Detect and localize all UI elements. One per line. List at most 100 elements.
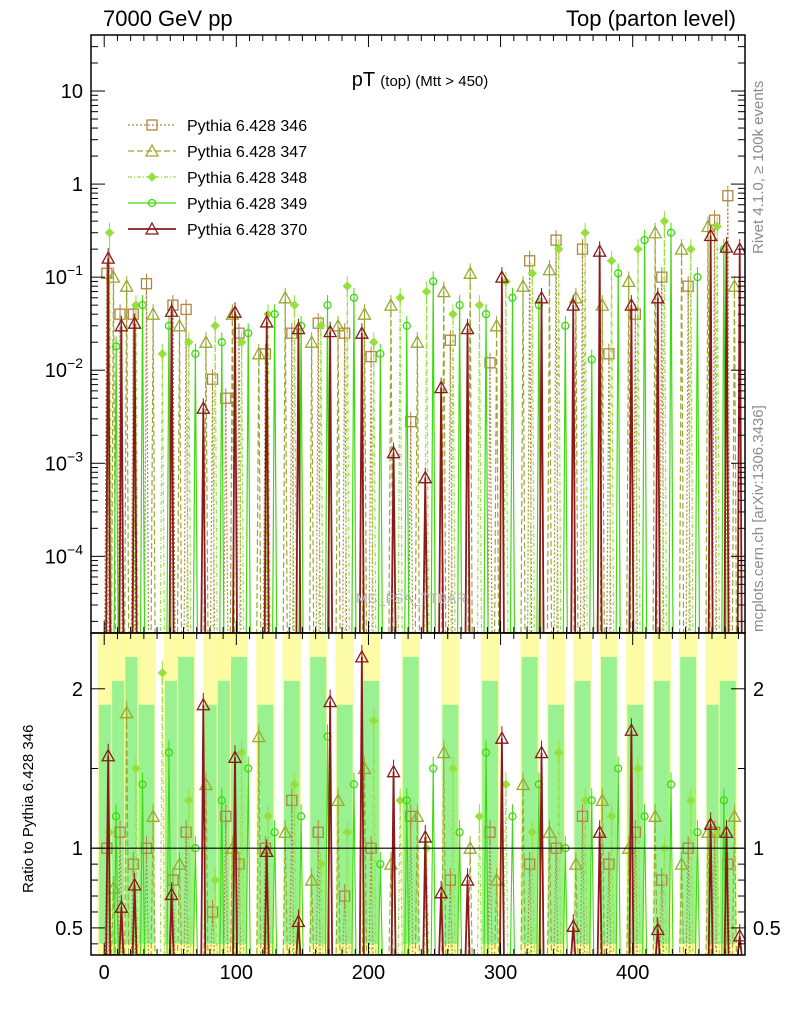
- ratio-point-pythia-6-428-346: [312, 826, 324, 838]
- data-point-pythia-6-428-346: [722, 190, 734, 202]
- ratio-point-pythia-6-428-370: [624, 722, 639, 736]
- ratio-point-pythia-6-428-348: [712, 827, 722, 837]
- data-point-pythia-6-428-348: [316, 321, 326, 331]
- ratio-point-pythia-6-428-349: [455, 828, 464, 837]
- data-point-pythia-6-428-349: [587, 355, 596, 364]
- x-tick-label: 300: [484, 962, 517, 984]
- legend-label-pythia-6-428-370: Pythia 6.428 370: [187, 222, 307, 239]
- data-point-pythia-6-428-346: [550, 234, 562, 246]
- ratio-point-pythia-6-428-348: [474, 811, 485, 822]
- y-tick-label: 10−2: [45, 355, 83, 382]
- ratio-point-pythia-6-428-348: [369, 715, 379, 726]
- data-point-pythia-6-428-347: [463, 265, 478, 279]
- data-point-pythia-6-428-347: [119, 278, 134, 292]
- data-point-pythia-6-428-349: [402, 321, 411, 330]
- data-point-pythia-6-428-349: [376, 349, 385, 358]
- data-point-pythia-6-428-370: [291, 321, 306, 335]
- ratio-point-pythia-6-428-349: [481, 748, 491, 757]
- ratio-point-pythia-6-428-370: [291, 914, 306, 928]
- ratio-point-pythia-6-428-348: [633, 763, 643, 774]
- data-point-pythia-6-428-347: [198, 334, 214, 348]
- x-tick-label: 0: [99, 962, 110, 984]
- ratio-point-pythia-6-428-348: [289, 779, 300, 790]
- ratio-y-tick-label: 1: [72, 838, 83, 860]
- data-point-pythia-6-428-346: [444, 334, 457, 346]
- data-point-pythia-6-428-370: [460, 321, 475, 335]
- mcplots-label: mcplots.cern.ch [arXiv:1306.3436]: [750, 405, 767, 632]
- data-point-pythia-6-428-349: [614, 269, 623, 278]
- data-point-pythia-6-428-370: [434, 380, 449, 394]
- data-point-pythia-6-428-348: [104, 228, 115, 238]
- data-point-pythia-6-428-347: [383, 297, 399, 311]
- legend-label-pythia-6-428-349: Pythia 6.428 349: [187, 196, 307, 213]
- ratio-point-pythia-6-428-349: [640, 812, 649, 821]
- ratio-point-pythia-6-428-370: [323, 694, 338, 708]
- ratio-point-pythia-6-428-348: [184, 795, 194, 806]
- legend-marker-pythia-6-428-346: [146, 119, 158, 131]
- ratio-point-pythia-6-428-346: [180, 826, 192, 838]
- ratio-point-pythia-6-428-347: [106, 880, 121, 894]
- data-point-pythia-6-428-349: [244, 329, 253, 338]
- ratio-point-pythia-6-428-370: [354, 649, 369, 663]
- x-tick-label: 200: [352, 962, 385, 984]
- data-point-pythia-6-428-346: [140, 278, 153, 290]
- ratio-point-pythia-6-428-370: [101, 748, 116, 762]
- data-point-pythia-6-428-348: [501, 276, 511, 287]
- data-point-pythia-6-428-370: [114, 318, 129, 332]
- data-point-pythia-6-428-348: [686, 244, 696, 254]
- ratio-point-pythia-6-428-346: [576, 810, 589, 822]
- data-point-pythia-6-428-370: [650, 290, 665, 304]
- ratio-point-pythia-6-428-347: [568, 856, 583, 870]
- ratio-point-pythia-6-428-349: [719, 796, 729, 805]
- ratio-point-pythia-6-428-370: [592, 824, 607, 838]
- analysis-watermark: MC_FSA_TTBAR: [356, 590, 467, 606]
- y-tick-label: 10−4: [45, 541, 83, 568]
- legend-marker-pythia-6-428-347: [144, 143, 160, 157]
- data-point-pythia-6-428-348: [712, 221, 722, 232]
- ratio-point-pythia-6-428-348: [157, 668, 168, 678]
- legend-marker-pythia-6-428-348: [147, 172, 157, 182]
- data-point-pythia-6-428-370: [534, 290, 549, 304]
- ratio-point-pythia-6-428-347: [251, 729, 266, 743]
- ratio-point-pythia-6-428-370: [127, 877, 142, 891]
- data-point-pythia-6-428-349: [217, 338, 226, 347]
- legend-marker-pythia-6-428-349: [147, 198, 157, 208]
- ratio-point-pythia-6-428-346: [656, 874, 668, 886]
- data-point-pythia-6-428-348: [659, 216, 670, 226]
- ratio-point-pythia-6-428-347: [410, 808, 425, 822]
- ratio-y-axis-label: Ratio to Pythia 6.428 346: [20, 724, 37, 893]
- ratio-point-pythia-6-428-348: [554, 747, 564, 758]
- ratio-point-pythia-6-428-370: [164, 887, 179, 901]
- data-point-pythia-6-428-346: [576, 243, 589, 255]
- uncertainty-band-green: [653, 680, 670, 944]
- data-point-pythia-6-428-347: [172, 318, 187, 332]
- data-point-pythia-6-428-349: [429, 277, 438, 286]
- data-point-pythia-6-428-370: [164, 303, 179, 317]
- y-tick-label: 1: [72, 174, 83, 196]
- ratio-point-pythia-6-428-370: [114, 899, 129, 913]
- ratio-y-tick-label-right: 2: [753, 679, 764, 701]
- ratio-point-pythia-6-428-347: [330, 793, 346, 807]
- data-point-pythia-6-428-370: [354, 325, 369, 339]
- data-point-pythia-6-428-346: [339, 327, 351, 339]
- data-point-pythia-6-428-349: [111, 342, 121, 351]
- y-tick-label: 10−3: [45, 448, 83, 475]
- data-point-pythia-6-428-346: [629, 308, 641, 320]
- ratio-point-pythia-6-428-348: [342, 827, 353, 837]
- data-point-pythia-6-428-348: [210, 321, 220, 331]
- ratio-point-pythia-6-428-347: [542, 824, 557, 838]
- y-tick-label: 10−1: [45, 262, 83, 289]
- ratio-point-pythia-6-428-349: [217, 796, 226, 805]
- data-point-pythia-6-428-347: [621, 274, 636, 288]
- ratio-point-pythia-6-428-347: [727, 808, 742, 822]
- data-point-pythia-6-428-349: [455, 301, 464, 310]
- data-point-pythia-6-428-370: [227, 304, 243, 318]
- x-tick-label: 400: [616, 962, 649, 984]
- chart-title-main: pT: [352, 69, 375, 91]
- ratio-point-pythia-6-428-370: [259, 844, 274, 858]
- data-point-pythia-6-428-349: [138, 301, 147, 310]
- ratio-point-pythia-6-428-370: [227, 749, 243, 763]
- data-point-pythia-6-428-349: [323, 301, 332, 310]
- data-point-pythia-6-428-348: [554, 244, 564, 254]
